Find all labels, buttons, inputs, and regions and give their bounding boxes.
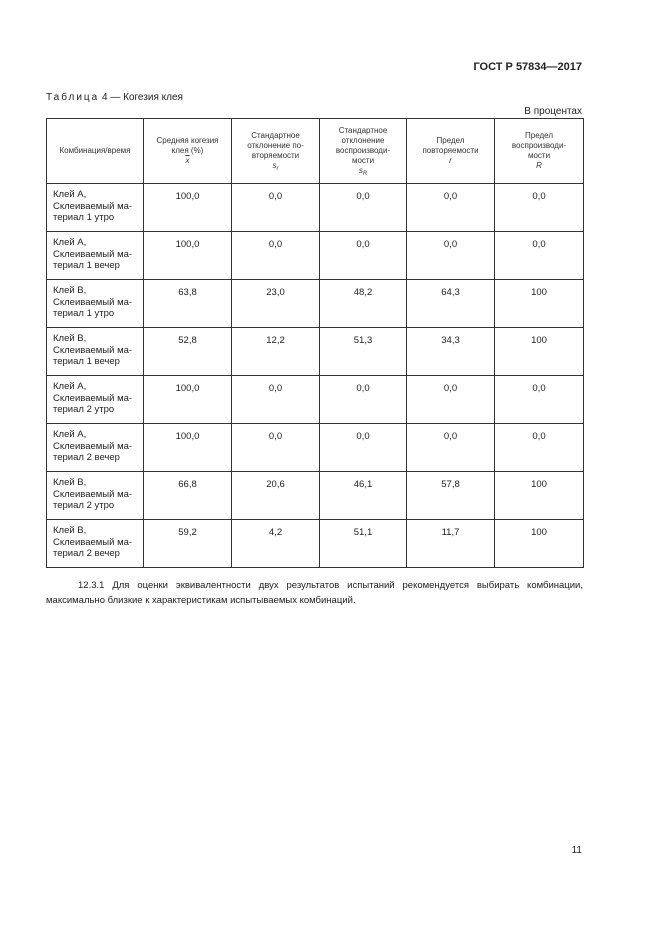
column-header-text: Стандартное отклонение по- вторяемости (247, 131, 304, 160)
value-cell: 59,2 (143, 519, 232, 568)
value-cell: 0,0 (494, 231, 584, 280)
table-row: Клей А, Склеиваемый ма- териал 1 вечер 10… (46, 231, 584, 280)
combination-cell: Клей В, Склеиваемый ма- териал 1 утро (46, 279, 144, 328)
value-cell: 0,0 (406, 423, 495, 472)
column-header-text: Комбинация/время (59, 146, 131, 155)
table-row: Клей В, Склеиваемый ма- териал 1 утро 63,… (46, 279, 584, 328)
value-cell: 100 (494, 279, 584, 328)
caption-title: — Когезия клея (110, 92, 183, 103)
value-cell: 0,0 (319, 423, 407, 472)
value-cell: 4,2 (231, 519, 320, 568)
combination-cell: Клей В, Склеиваемый ма- териал 2 утро (46, 471, 144, 520)
caption-number: 4 (102, 92, 108, 103)
header-row: Комбинация/время Средняя когезия клея (%)… (46, 118, 584, 184)
table-row: Клей В, Склеиваемый ма- териал 2 утро 66,… (46, 471, 584, 520)
table-unit: В процентах (524, 106, 582, 117)
value-cell: 12,2 (231, 327, 320, 376)
column-header-text: Предел повторяемости (422, 136, 479, 155)
column-header: Средняя когезия клея (%) x (143, 118, 232, 184)
value-cell: 34,3 (406, 327, 495, 376)
column-header-text: Стандартное отклонение воспроизводи- мос… (335, 126, 391, 165)
column-symbol: sR (358, 166, 368, 177)
value-cell: 0,0 (231, 231, 320, 280)
standard-header: ГОСТ Р 57834—2017 (473, 61, 582, 73)
combination-cell: Клей А, Склеиваемый ма- териал 1 утро (46, 183, 144, 232)
column-symbol: sr (272, 161, 279, 172)
value-cell: 100 (494, 519, 584, 568)
value-cell: 0,0 (319, 183, 407, 232)
combination-cell: Клей А, Склеиваемый ма- териал 2 утро (46, 375, 144, 424)
value-cell: 64,3 (406, 279, 495, 328)
value-cell: 11,7 (406, 519, 495, 568)
value-cell: 0,0 (494, 423, 584, 472)
value-cell: 100 (494, 471, 584, 520)
value-cell: 100,0 (143, 375, 232, 424)
value-cell: 0,0 (319, 231, 407, 280)
value-cell: 23,0 (231, 279, 320, 328)
column-header: Стандартное отклонение воспроизводи- мос… (319, 118, 407, 184)
combination-cell: Клей В, Склеиваемый ма- териал 1 вечер (46, 327, 144, 376)
value-cell: 51,3 (319, 327, 407, 376)
table-row: Клей А, Склеиваемый ма- териал 2 утро 100… (46, 375, 584, 424)
combination-cell: Клей В, Склеиваемый ма- териал 2 вечер (46, 519, 144, 568)
column-header: Предел воспроизводи- мости R (494, 118, 584, 184)
value-cell: 57,8 (406, 471, 495, 520)
paragraph-12-3-1: 12.3.1 Для оценки эквивалентности двух р… (46, 580, 583, 606)
column-symbol: r (449, 156, 452, 165)
value-cell: 0,0 (319, 375, 407, 424)
value-cell: 0,0 (231, 183, 320, 232)
table-row: Клей А, Склеиваемый ма- териал 2 вечер 10… (46, 423, 584, 472)
column-header-text: Средняя когезия клея (%) (156, 136, 219, 155)
column-symbol: x (185, 156, 190, 165)
value-cell: 100,0 (143, 231, 232, 280)
caption-label: Таблица (46, 92, 100, 103)
table-caption: Таблица 4 — Когезия клея (46, 92, 183, 103)
value-cell: 48,2 (319, 279, 407, 328)
value-cell: 0,0 (406, 183, 495, 232)
combination-cell: Клей А, Склеиваемый ма- териал 2 вечер (46, 423, 144, 472)
value-cell: 0,0 (494, 375, 584, 424)
column-header: Комбинация/время (46, 118, 144, 184)
column-symbol: R (536, 161, 542, 170)
value-cell: 100 (494, 327, 584, 376)
table-row: Клей В, Склеиваемый ма- териал 1 вечер 52… (46, 327, 584, 376)
value-cell: 63,8 (143, 279, 232, 328)
value-cell: 52,8 (143, 327, 232, 376)
column-header: Предел повторяемости r (406, 118, 495, 184)
value-cell: 0,0 (406, 375, 495, 424)
value-cell: 0,0 (231, 375, 320, 424)
value-cell: 46,1 (319, 471, 407, 520)
value-cell: 0,0 (406, 231, 495, 280)
combination-cell: Клей А, Склеиваемый ма- териал 1 вечер (46, 231, 144, 280)
column-header: Стандартное отклонение по- вторяемости sr (231, 118, 320, 184)
column-header-text: Предел воспроизводи- мости (511, 131, 567, 160)
content-flow: Комбинация/время Средняя когезия клея (%)… (46, 118, 584, 608)
cohesion-table: Комбинация/время Средняя когезия клея (%)… (46, 118, 584, 568)
value-cell: 0,0 (231, 423, 320, 472)
table-row: Клей А, Склеиваемый ма- териал 1 утро 100… (46, 183, 584, 232)
table-row: Клей В, Склеиваемый ма- териал 2 вечер 59… (46, 519, 584, 568)
value-cell: 51,1 (319, 519, 407, 568)
value-cell: 0,0 (494, 183, 584, 232)
value-cell: 100,0 (143, 423, 232, 472)
page-number: 11 (571, 845, 582, 856)
value-cell: 20,6 (231, 471, 320, 520)
value-cell: 100,0 (143, 183, 232, 232)
value-cell: 66,8 (143, 471, 232, 520)
